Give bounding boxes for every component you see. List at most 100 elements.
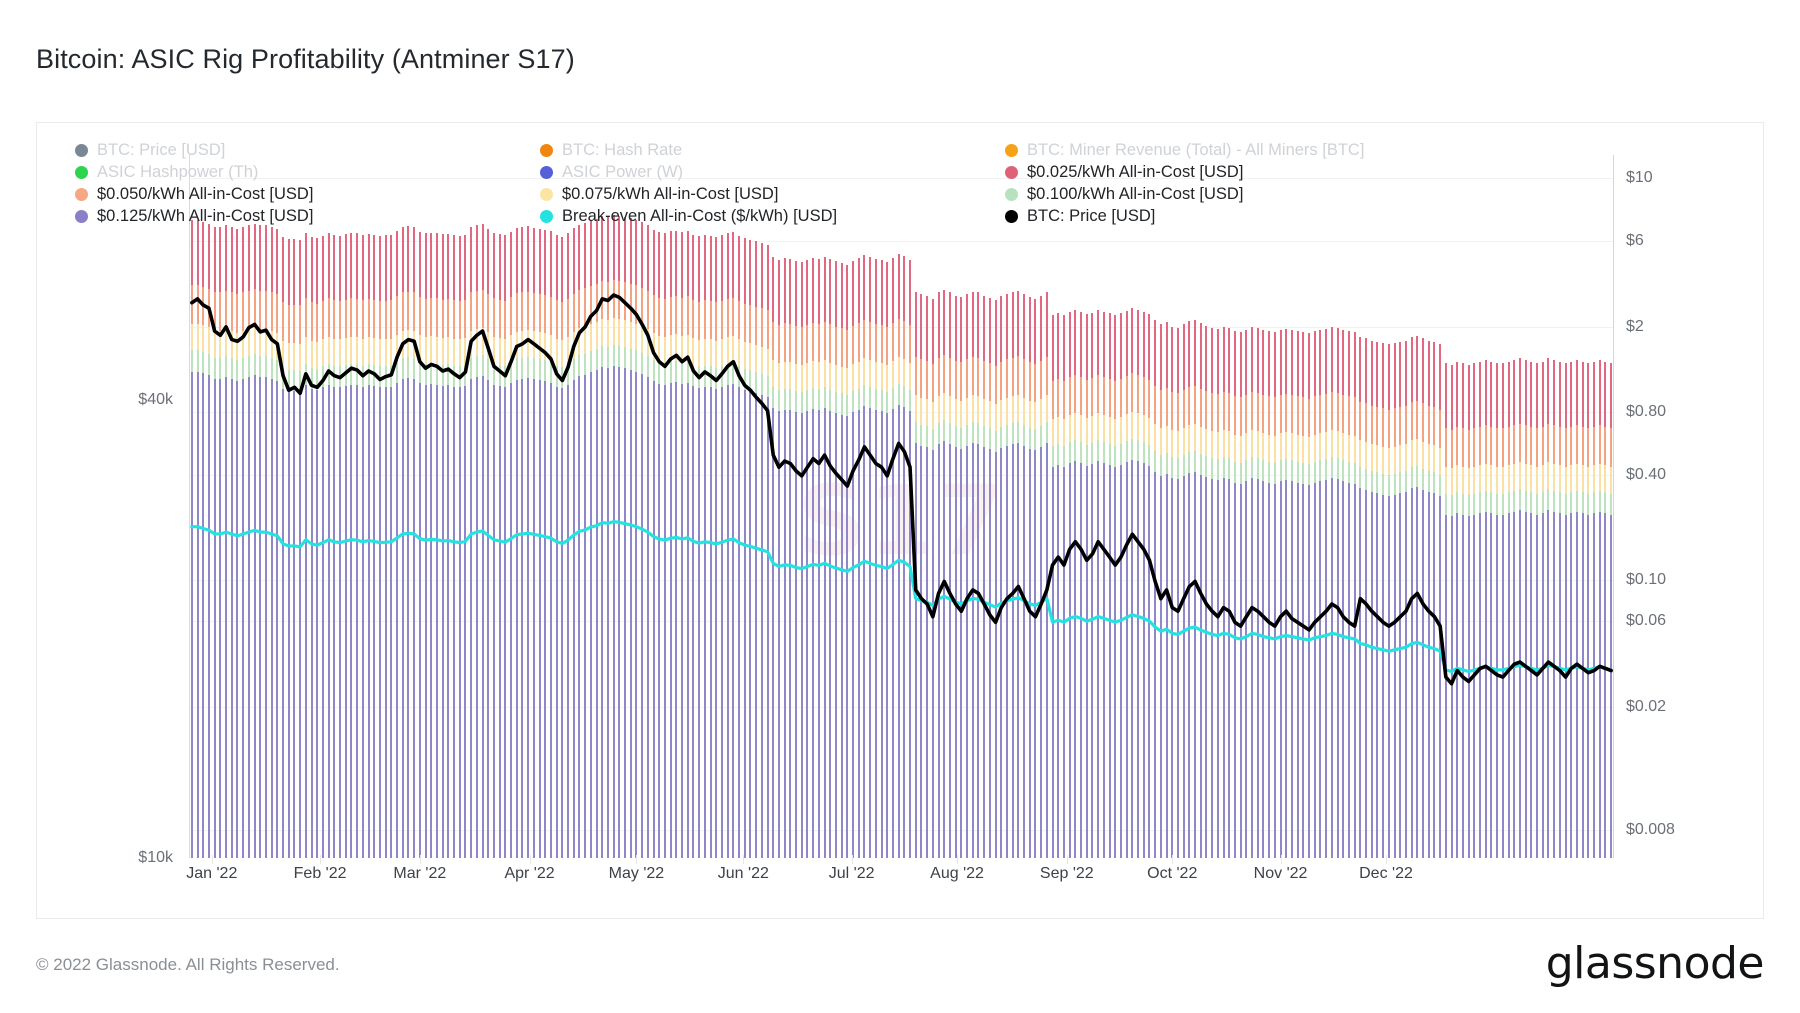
bar (641, 373, 644, 858)
gridline (189, 621, 1614, 623)
bar (977, 444, 980, 858)
bar (1057, 465, 1060, 858)
bar (1342, 481, 1345, 858)
gridline (189, 580, 1614, 582)
bar (920, 445, 923, 858)
bar (618, 367, 621, 858)
legend-item[interactable]: BTC: Hash Rate (540, 139, 1005, 161)
bar (213, 378, 216, 858)
bar (407, 377, 410, 858)
bar (1484, 511, 1487, 858)
bar (954, 447, 957, 858)
bar (1330, 478, 1333, 858)
legend-item[interactable]: $0.100/kWh All-in-Cost [USD] (1005, 183, 1565, 205)
bar (219, 378, 222, 858)
x-tick-mark (851, 855, 853, 864)
x-tick-mark (636, 855, 638, 864)
bar (846, 416, 849, 858)
legend-item[interactable]: ASIC Hashpower (Th) (75, 161, 540, 183)
legend-item[interactable]: BTC: Price [USD] (75, 139, 540, 161)
legend-color-dot (540, 187, 553, 201)
legend-item[interactable]: $0.125/kWh All-in-Cost [USD] (75, 205, 540, 227)
legend-item[interactable]: $0.025/kWh All-in-Cost [USD] (1005, 161, 1565, 183)
bar (1165, 473, 1168, 858)
bar (1000, 447, 1003, 858)
y-left-tick-label: $10k (138, 849, 173, 866)
bar (481, 375, 484, 858)
bar (635, 371, 638, 858)
bar (732, 383, 735, 858)
bar (703, 386, 706, 858)
legend-item-label: BTC: Price [USD] (97, 141, 226, 159)
bar (287, 390, 290, 858)
legend-color-dot (540, 143, 553, 157)
bar (396, 382, 399, 858)
bar (361, 386, 364, 858)
x-tick-mark (1172, 855, 1174, 864)
bar (698, 387, 701, 858)
x-tick-mark (211, 855, 213, 864)
copyright-text: © 2022 Glassnode. All Rights Reserved. (36, 955, 340, 974)
legend-item[interactable]: $0.050/kWh All-in-Cost [USD] (75, 183, 540, 205)
bar (1308, 484, 1311, 858)
bar (1365, 489, 1368, 858)
bar (971, 443, 974, 858)
bar (629, 369, 632, 858)
bar (1382, 494, 1385, 858)
bar (475, 376, 478, 858)
legend-color-dot (540, 165, 553, 179)
bar (1547, 510, 1550, 858)
plot-area[interactable]: S17 (189, 155, 1614, 858)
bar (681, 383, 684, 858)
legend-item[interactable]: BTC: Miner Revenue (Total) - All Miners … (1005, 139, 1565, 161)
bar (834, 412, 837, 858)
bar (253, 375, 256, 858)
bar (1422, 489, 1425, 858)
bar (344, 385, 347, 858)
bar (595, 370, 598, 858)
legend-color-dot (1005, 143, 1018, 157)
bar (658, 383, 661, 858)
y-right-tick-label: $0.02 (1626, 697, 1667, 715)
x-tick-mark (529, 855, 531, 864)
bar (1131, 459, 1134, 858)
legend-item[interactable]: BTC: Price [USD] (1005, 205, 1565, 227)
bar (1376, 493, 1379, 858)
bar (1239, 483, 1242, 858)
bar (510, 383, 513, 858)
legend-item[interactable]: ASIC Power (W) (540, 161, 1005, 183)
bar (1610, 514, 1613, 858)
gridline (189, 178, 1614, 180)
bar (1045, 443, 1048, 858)
page-title: Bitcoin: ASIC Rig Profitability (Antmine… (36, 44, 575, 74)
legend-color-dot (1005, 209, 1018, 223)
bar (1302, 483, 1305, 858)
chart-legend[interactable]: BTC: Price [USD] BTC: Hash Rate BTC: Miner… (75, 139, 1675, 227)
bar (886, 413, 889, 858)
bar (829, 410, 832, 858)
bar (299, 391, 302, 858)
x-tick-label: Jan '22 (186, 865, 238, 882)
bar (1313, 482, 1316, 858)
bar (772, 408, 775, 858)
bar (1182, 475, 1185, 858)
bar (236, 380, 239, 858)
bar (1416, 487, 1419, 858)
bar (1598, 511, 1601, 858)
bar (652, 381, 655, 858)
bar (601, 367, 604, 858)
bar (1251, 478, 1254, 858)
y-right-tick-label: $10 (1626, 169, 1653, 187)
bar (561, 388, 564, 858)
bar (1536, 514, 1539, 858)
bar (1137, 461, 1140, 858)
legend-item[interactable]: Break-even All-in-Cost ($/kWh) [USD] (540, 205, 1005, 227)
plot-right-border (1613, 155, 1614, 858)
bar (891, 409, 894, 858)
bar (1216, 480, 1219, 858)
legend-item[interactable]: $0.075/kWh All-in-Cost [USD] (540, 183, 1005, 205)
bar (1507, 513, 1510, 858)
bar (378, 387, 381, 858)
bar (538, 380, 541, 858)
